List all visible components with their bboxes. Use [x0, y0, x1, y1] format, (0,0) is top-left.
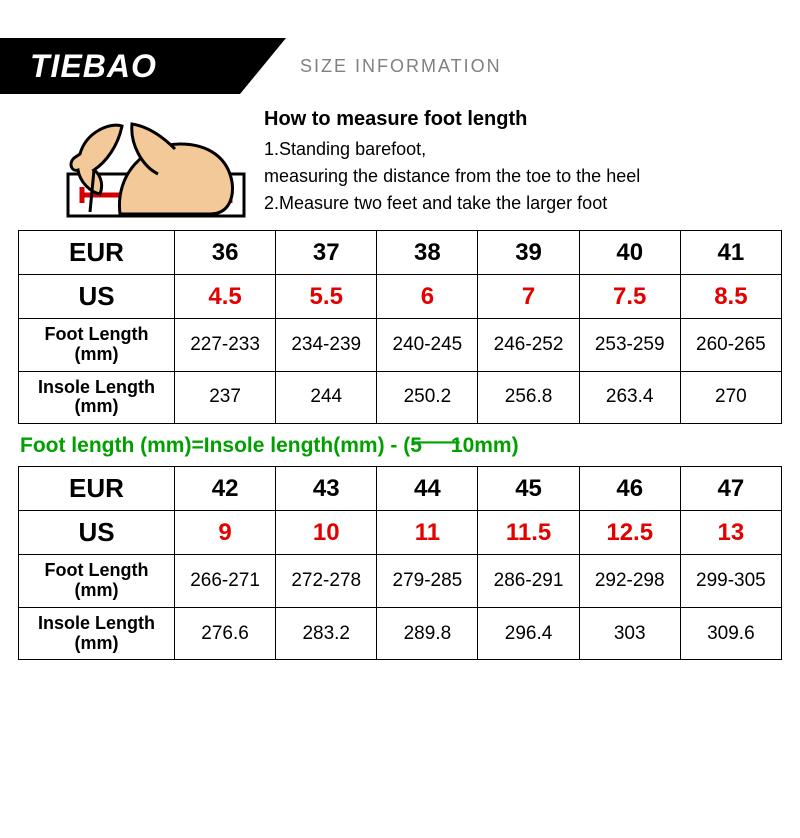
howto-text-block: How to measure foot length 1.Standing ba… [264, 104, 640, 217]
insole-val: 256.8 [478, 371, 579, 424]
foot-measure-icon [60, 104, 250, 224]
foot-val: 272-278 [276, 555, 377, 608]
us-val: 13 [680, 511, 781, 555]
us-val: 10 [276, 511, 377, 555]
insole-val: 296.4 [478, 607, 579, 660]
insole-val: 270 [680, 371, 781, 424]
table-row: Insole Length(mm) 276.6 283.2 289.8 296.… [19, 607, 782, 660]
us-val: 8.5 [680, 275, 781, 319]
foot-val: 260-265 [680, 319, 781, 372]
row-head-foot: Foot Length(mm) [19, 555, 175, 608]
howto-section: How to measure foot length 1.Standing ba… [0, 94, 800, 230]
table-row: EUR 42 43 44 45 46 47 [19, 467, 782, 511]
size-table-1: EUR 36 37 38 39 40 41 US 4.5 5.5 6 7 7.5… [18, 230, 782, 424]
eur-val: 43 [276, 467, 377, 511]
foot-val: 292-298 [579, 555, 680, 608]
us-val: 7 [478, 275, 579, 319]
subtitle-text: SIZE INFORMATION [300, 38, 502, 94]
formula-part2: 10mm) [451, 434, 519, 457]
row-head-insole: Insole Length(mm) [19, 607, 175, 660]
eur-val: 44 [377, 467, 478, 511]
insole-val: 283.2 [276, 607, 377, 660]
size-table-2: EUR 42 43 44 45 46 47 US 9 10 11 11.5 12… [18, 466, 782, 660]
insole-val: 303 [579, 607, 680, 660]
table-row: EUR 36 37 38 39 40 41 [19, 231, 782, 275]
foot-val: 227-233 [175, 319, 276, 372]
eur-val: 42 [175, 467, 276, 511]
formula-dash-icon: — [413, 430, 459, 454]
eur-val: 38 [377, 231, 478, 275]
row-head-us: US [19, 275, 175, 319]
insole-val: 250.2 [377, 371, 478, 424]
table-row: Foot Length(mm) 266-271 272-278 279-285 … [19, 555, 782, 608]
us-val: 5.5 [276, 275, 377, 319]
insole-val: 276.6 [175, 607, 276, 660]
brand-triangle [240, 38, 286, 94]
eur-val: 36 [175, 231, 276, 275]
row-head-eur: EUR [19, 467, 175, 511]
foot-val: 279-285 [377, 555, 478, 608]
howto-line-1: 1.Standing barefoot, [264, 136, 640, 163]
eur-val: 47 [680, 467, 781, 511]
foot-val: 286-291 [478, 555, 579, 608]
insole-val: 309.6 [680, 607, 781, 660]
insole-val: 263.4 [579, 371, 680, 424]
us-val: 7.5 [579, 275, 680, 319]
row-head-eur: EUR [19, 231, 175, 275]
foot-val: 240-245 [377, 319, 478, 372]
table-row: US 4.5 5.5 6 7 7.5 8.5 [19, 275, 782, 319]
table-row: Insole Length(mm) 237 244 250.2 256.8 26… [19, 371, 782, 424]
row-head-insole: Insole Length(mm) [19, 371, 175, 424]
insole-val: 237 [175, 371, 276, 424]
foot-val: 266-271 [175, 555, 276, 608]
tables-wrap: EUR 36 37 38 39 40 41 US 4.5 5.5 6 7 7.5… [0, 230, 800, 660]
us-val: 12.5 [579, 511, 680, 555]
foot-val: 299-305 [680, 555, 781, 608]
foot-val: 253-259 [579, 319, 680, 372]
header-band: TIEBAO SIZE INFORMATION [0, 38, 800, 94]
us-val: 9 [175, 511, 276, 555]
us-val: 11 [377, 511, 478, 555]
foot-val: 246-252 [478, 319, 579, 372]
us-val: 11.5 [478, 511, 579, 555]
formula-part1: Foot length (mm)=Insole length(mm) - (5 [20, 434, 422, 457]
row-head-foot: Foot Length(mm) [19, 319, 175, 372]
eur-val: 41 [680, 231, 781, 275]
row-head-us: US [19, 511, 175, 555]
us-val: 6 [377, 275, 478, 319]
eur-val: 39 [478, 231, 579, 275]
howto-line-2: measuring the distance from the toe to t… [264, 163, 640, 190]
eur-val: 46 [579, 467, 680, 511]
insole-val: 244 [276, 371, 377, 424]
formula-text: Foot length (mm)=Insole length(mm) - (5—… [18, 424, 782, 466]
table-row: US 9 10 11 11.5 12.5 13 [19, 511, 782, 555]
howto-title: How to measure foot length [264, 104, 640, 134]
eur-val: 37 [276, 231, 377, 275]
table-row: Foot Length(mm) 227-233 234-239 240-245 … [19, 319, 782, 372]
us-val: 4.5 [175, 275, 276, 319]
eur-val: 45 [478, 467, 579, 511]
brand-text: TIEBAO [30, 48, 157, 85]
insole-val: 289.8 [377, 607, 478, 660]
howto-line-3: 2.Measure two feet and take the larger f… [264, 190, 640, 217]
eur-val: 40 [579, 231, 680, 275]
brand-block: TIEBAO [0, 38, 240, 94]
foot-val: 234-239 [276, 319, 377, 372]
